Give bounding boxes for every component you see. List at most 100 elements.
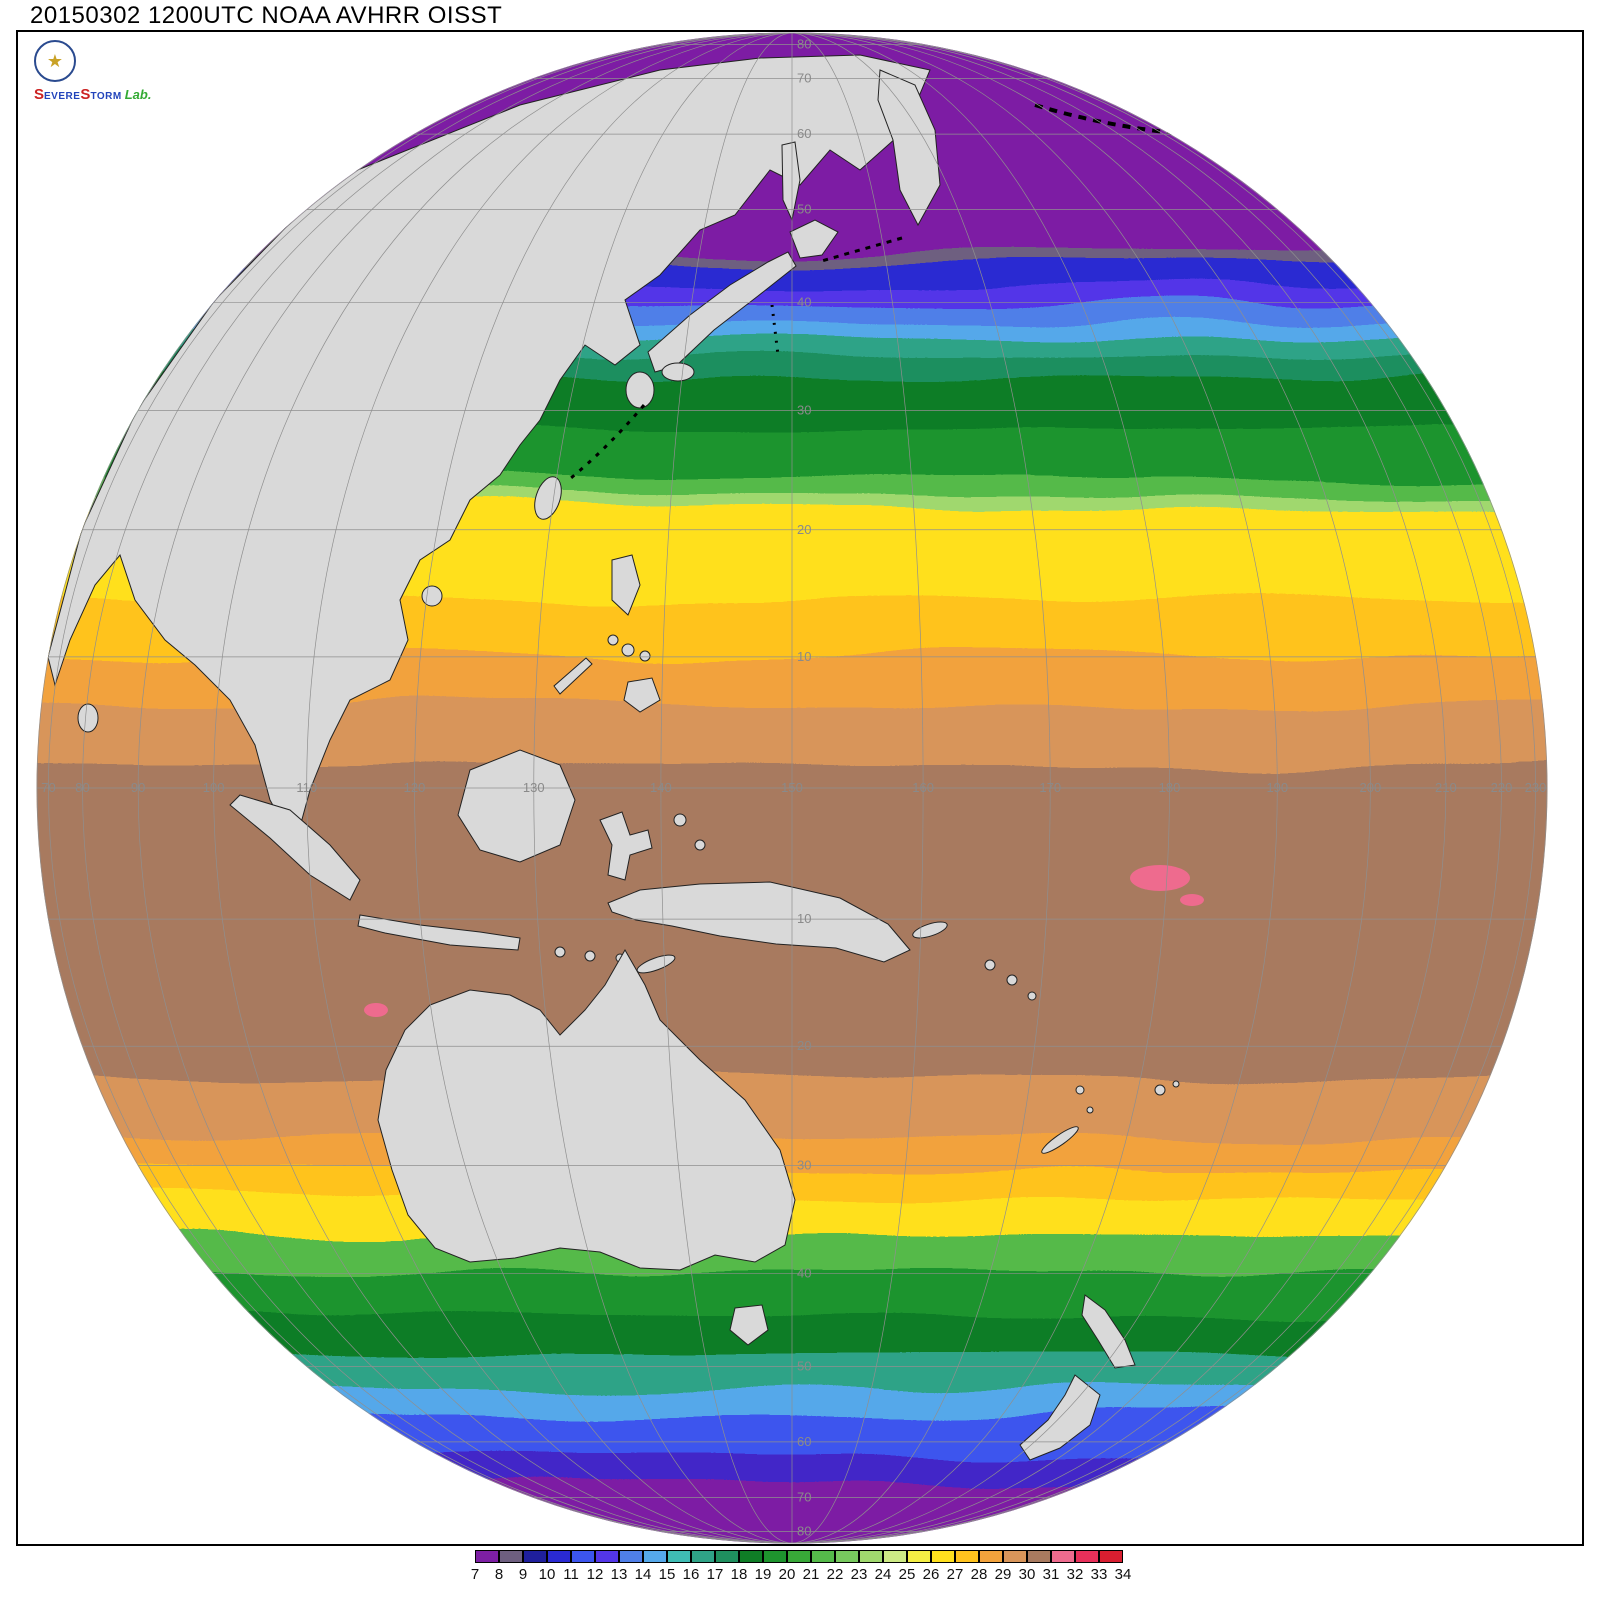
longitude-label: 70 bbox=[41, 780, 55, 795]
logo-letters: EVERE bbox=[44, 91, 81, 102]
landmass-nusa-tenggara bbox=[584, 950, 596, 962]
colorbar-cell bbox=[763, 1550, 787, 1563]
colorbar-cell bbox=[835, 1550, 859, 1563]
colorbar-tick: 26 bbox=[922, 1566, 940, 1583]
colorbar-tick: 14 bbox=[634, 1566, 652, 1583]
colorbar-tick: 22 bbox=[826, 1566, 844, 1583]
colorbar-tick: 18 bbox=[730, 1566, 748, 1583]
island-chain-kurils bbox=[817, 236, 903, 264]
landmass-solomons bbox=[1006, 974, 1018, 986]
colorbar-tick: 7 bbox=[470, 1566, 480, 1583]
colorbar-tick: 23 bbox=[850, 1566, 868, 1583]
longitude-label: 190 bbox=[1266, 780, 1288, 795]
warm-anomaly-spot bbox=[1130, 865, 1190, 891]
landmass-kamchatka bbox=[877, 69, 941, 227]
colorbar-cell bbox=[931, 1550, 955, 1563]
colorbar-cell bbox=[859, 1550, 883, 1563]
landmass-sumatra bbox=[229, 794, 361, 901]
globe-limb bbox=[36, 32, 1548, 1544]
colorbar-cell bbox=[979, 1550, 1003, 1563]
logo-letter: S bbox=[34, 86, 45, 103]
landmass-taiwan bbox=[534, 476, 562, 520]
landmass-solomons bbox=[1027, 991, 1037, 1001]
landmass-new-guinea bbox=[607, 881, 911, 963]
latitude-label: 20 bbox=[797, 522, 811, 537]
colorbar-tick: 13 bbox=[610, 1566, 628, 1583]
colorbar-tick: 34 bbox=[1114, 1566, 1132, 1583]
landmass-palawan bbox=[553, 657, 593, 695]
landmass-fiji bbox=[1154, 1084, 1166, 1096]
colorbar-cell bbox=[595, 1550, 619, 1563]
colorbar-cell bbox=[883, 1550, 907, 1563]
colorbar-cell bbox=[907, 1550, 931, 1563]
landmass-hokkaido bbox=[789, 219, 839, 259]
page-title: 20150302 1200UTC NOAA AVHRR OISST bbox=[30, 2, 503, 29]
colorbar-tick: 28 bbox=[970, 1566, 988, 1583]
latitude-label: 80 bbox=[797, 36, 811, 51]
longitude-label: 160 bbox=[912, 780, 934, 795]
landmass-sulawesi bbox=[599, 811, 653, 881]
colorbar-tick: 33 bbox=[1090, 1566, 1108, 1583]
colorbar: 7 8 9 10 11 12 13 14 15 16 17 18 19 20 21 22 23 24 25 26 27 2… bbox=[471, 1550, 1131, 1584]
latitude-label: 70 bbox=[797, 1489, 811, 1504]
longitude-label: 220 bbox=[1491, 780, 1513, 795]
latitude-label: 70 bbox=[797, 71, 811, 86]
colorbar-cell bbox=[691, 1550, 715, 1563]
colorbar-cell bbox=[1027, 1550, 1051, 1563]
colorbar-tick: 30 bbox=[1018, 1566, 1036, 1583]
longitude-label: 130 bbox=[523, 780, 545, 795]
colorbar-tick: 21 bbox=[802, 1566, 820, 1583]
landmass-visayas bbox=[639, 650, 651, 662]
landmass-borneo bbox=[457, 749, 576, 863]
latitude-label: 40 bbox=[797, 295, 811, 310]
colorbar-tick: 20 bbox=[778, 1566, 796, 1583]
landmass-nusa-tenggara bbox=[554, 946, 566, 958]
ssl-logo: ★ SEVERESTORM Lab. bbox=[34, 40, 151, 104]
latitude-label: 60 bbox=[797, 126, 811, 141]
colorbar-tick: 15 bbox=[658, 1566, 676, 1583]
colorbar-cell bbox=[1051, 1550, 1075, 1563]
colorbar-cell bbox=[787, 1550, 811, 1563]
longitude-label: 80 bbox=[75, 780, 89, 795]
colorbar-cell bbox=[1003, 1550, 1027, 1563]
landmass-australia bbox=[377, 948, 796, 1271]
colorbar-tick: 24 bbox=[874, 1566, 892, 1583]
graticule-labels: 80 70 60 50 40 30 20 10 10 20 30 40 50 60 70 80 70 80 90 10… bbox=[41, 36, 1546, 1538]
colorbar-cell bbox=[1075, 1550, 1099, 1563]
warm-anomaly-spot bbox=[364, 1003, 388, 1017]
landmass-mindoro bbox=[607, 634, 619, 646]
colorbar-cell bbox=[955, 1550, 979, 1563]
latitude-label: 30 bbox=[797, 403, 811, 418]
colorbar-tick: 25 bbox=[898, 1566, 916, 1583]
colorbar-tick: 11 bbox=[563, 1566, 579, 1583]
star-icon: ★ bbox=[46, 51, 64, 71]
landmass-mindanao bbox=[623, 677, 661, 713]
landmass-vanuatu bbox=[1075, 1085, 1085, 1095]
colorbar-cell bbox=[715, 1550, 739, 1563]
landmass-vanuatu bbox=[1086, 1106, 1094, 1114]
landmass-visayas bbox=[621, 643, 635, 657]
latitude-label: 50 bbox=[797, 202, 811, 217]
latitude-label: 30 bbox=[797, 1158, 811, 1173]
colorbar-cell bbox=[523, 1550, 547, 1563]
colorbar-tick: 27 bbox=[946, 1566, 964, 1583]
latitude-label: 20 bbox=[797, 1038, 811, 1053]
landmass-sakhalin bbox=[781, 141, 801, 222]
longitude-label: 200 bbox=[1360, 780, 1382, 795]
logo-letters: TORM bbox=[90, 91, 122, 102]
ssl-seal-icon: ★ bbox=[34, 40, 76, 82]
longitude-label: 230 bbox=[1525, 780, 1547, 795]
colorbar-cell bbox=[667, 1550, 691, 1563]
colorbar-tick: 9 bbox=[518, 1566, 528, 1583]
latitude-label: 10 bbox=[797, 649, 811, 664]
colorbar-tick: 29 bbox=[994, 1566, 1012, 1583]
colorbar-cell bbox=[547, 1550, 571, 1563]
landmass-kyushu bbox=[625, 371, 655, 409]
latitude-label: 50 bbox=[797, 1358, 811, 1373]
landmass-maluku bbox=[694, 839, 706, 851]
colorbar-tick: 16 bbox=[682, 1566, 700, 1583]
logo-lab-label: Lab. bbox=[124, 87, 152, 102]
colorbar-tick: 10 bbox=[538, 1566, 556, 1583]
latitude-label: 10 bbox=[797, 911, 811, 926]
